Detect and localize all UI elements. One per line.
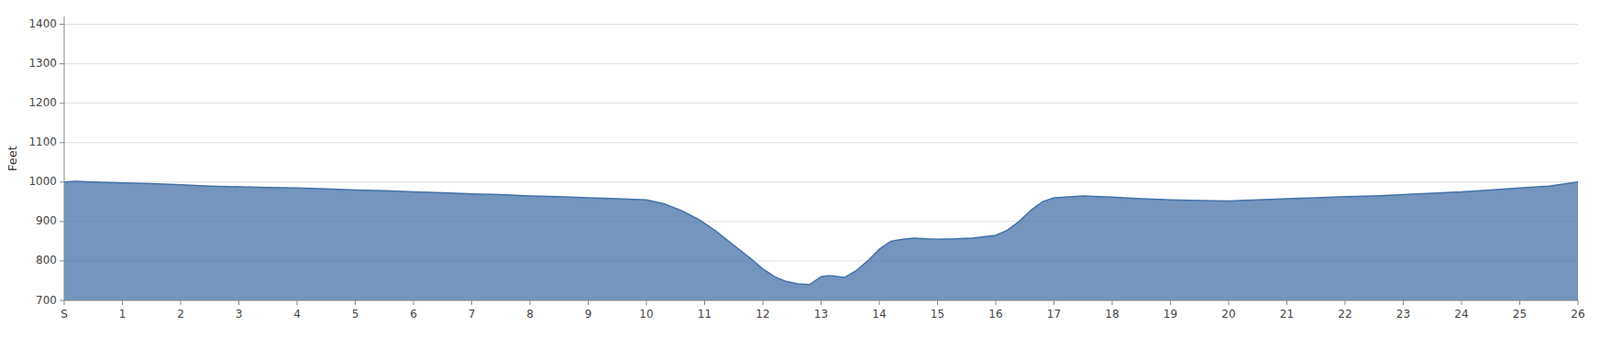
y-tick	[59, 260, 65, 262]
x-tick	[1402, 300, 1404, 306]
axes: 70080090010001100120013001400S1234567891…	[28, 16, 1585, 321]
x-tick	[1169, 300, 1171, 306]
y-tick	[59, 300, 65, 302]
elevation-area	[64, 181, 1578, 301]
grid	[64, 24, 1578, 301]
x-tick-label: 19	[1163, 308, 1178, 321]
grid-line	[64, 63, 1578, 65]
x-tick-label: 23	[1396, 308, 1411, 321]
x-tick	[1519, 300, 1521, 306]
x-tick	[413, 300, 415, 306]
x-tick	[471, 300, 473, 306]
y-tick-label: 1200	[28, 96, 57, 110]
x-tick	[995, 300, 997, 306]
x-tick-label: 12	[755, 308, 770, 321]
x-tick	[1345, 300, 1347, 306]
x-tick	[1053, 300, 1055, 306]
y-tick-label: 1000	[28, 175, 57, 188]
x-tick-label: S	[60, 308, 68, 321]
elevation-line	[64, 181, 1578, 286]
y-axis-line	[64, 16, 66, 301]
x-tick	[529, 300, 531, 306]
x-tick-label: 22	[1337, 308, 1352, 321]
x-tick	[820, 300, 822, 306]
y-tick	[59, 102, 65, 104]
y-tick	[59, 181, 65, 183]
grid-line	[64, 142, 1578, 144]
x-tick-label: 11	[697, 308, 712, 321]
y-axis-title: Feet	[5, 145, 20, 172]
y-tick	[59, 63, 65, 65]
y-tick-label: 700	[35, 294, 57, 308]
x-tick-label: 20	[1221, 308, 1236, 321]
y-tick-label: 800	[35, 253, 57, 267]
x-tick	[354, 300, 356, 306]
x-tick-label: 6	[409, 308, 418, 321]
x-tick	[1228, 300, 1230, 306]
x-tick-label: 7	[468, 308, 476, 321]
x-tick	[1577, 300, 1579, 306]
x-tick-label: 9	[584, 308, 593, 321]
x-tick	[646, 300, 648, 306]
y-tick-label: 900	[35, 214, 57, 228]
x-tick	[587, 300, 589, 306]
x-tick-label: 1	[119, 308, 127, 321]
plot-area	[64, 181, 1578, 301]
x-tick	[1112, 300, 1114, 306]
y-tick-label: 1400	[28, 17, 57, 31]
x-tick-label: 14	[871, 308, 886, 321]
x-tick-label: 5	[352, 308, 360, 321]
x-tick	[64, 300, 66, 306]
x-tick-label: 24	[1454, 308, 1468, 321]
x-tick-label: 25	[1512, 308, 1527, 321]
grid-line	[64, 23, 1578, 25]
x-tick-label: 18	[1104, 308, 1119, 321]
y-tick	[59, 220, 65, 222]
x-tick-label: 2	[176, 308, 185, 321]
chart: 70080090010001100120013001400S1234567891…	[0, 0, 1600, 337]
grid-line	[64, 102, 1578, 104]
x-tick	[180, 300, 182, 306]
x-tick	[297, 300, 298, 306]
x-tick-label: 15	[930, 308, 945, 321]
y-tick-label: 1100	[28, 135, 57, 149]
x-tick-label: 13	[814, 308, 828, 321]
y-tick	[59, 23, 65, 25]
x-tick	[704, 300, 706, 306]
x-tick	[762, 300, 764, 306]
x-tick-label: 3	[235, 308, 243, 321]
x-tick-label: 16	[988, 308, 1003, 321]
x-tick	[238, 300, 240, 306]
x-tick-label: 4	[293, 308, 301, 321]
x-tick-label: 10	[639, 308, 653, 321]
x-tick	[121, 300, 123, 306]
x-tick	[879, 300, 881, 306]
x-tick-label: 17	[1047, 308, 1061, 321]
x-tick	[1461, 300, 1463, 306]
y-tick-label: 1300	[28, 56, 57, 70]
x-tick	[937, 300, 938, 306]
x-tick-label: 8	[526, 308, 534, 321]
y-tick	[59, 142, 65, 144]
grid-line	[64, 181, 1578, 183]
x-tick	[1286, 300, 1288, 306]
x-tick-label: 21	[1280, 308, 1294, 321]
x-tick-label: 26	[1570, 308, 1585, 321]
